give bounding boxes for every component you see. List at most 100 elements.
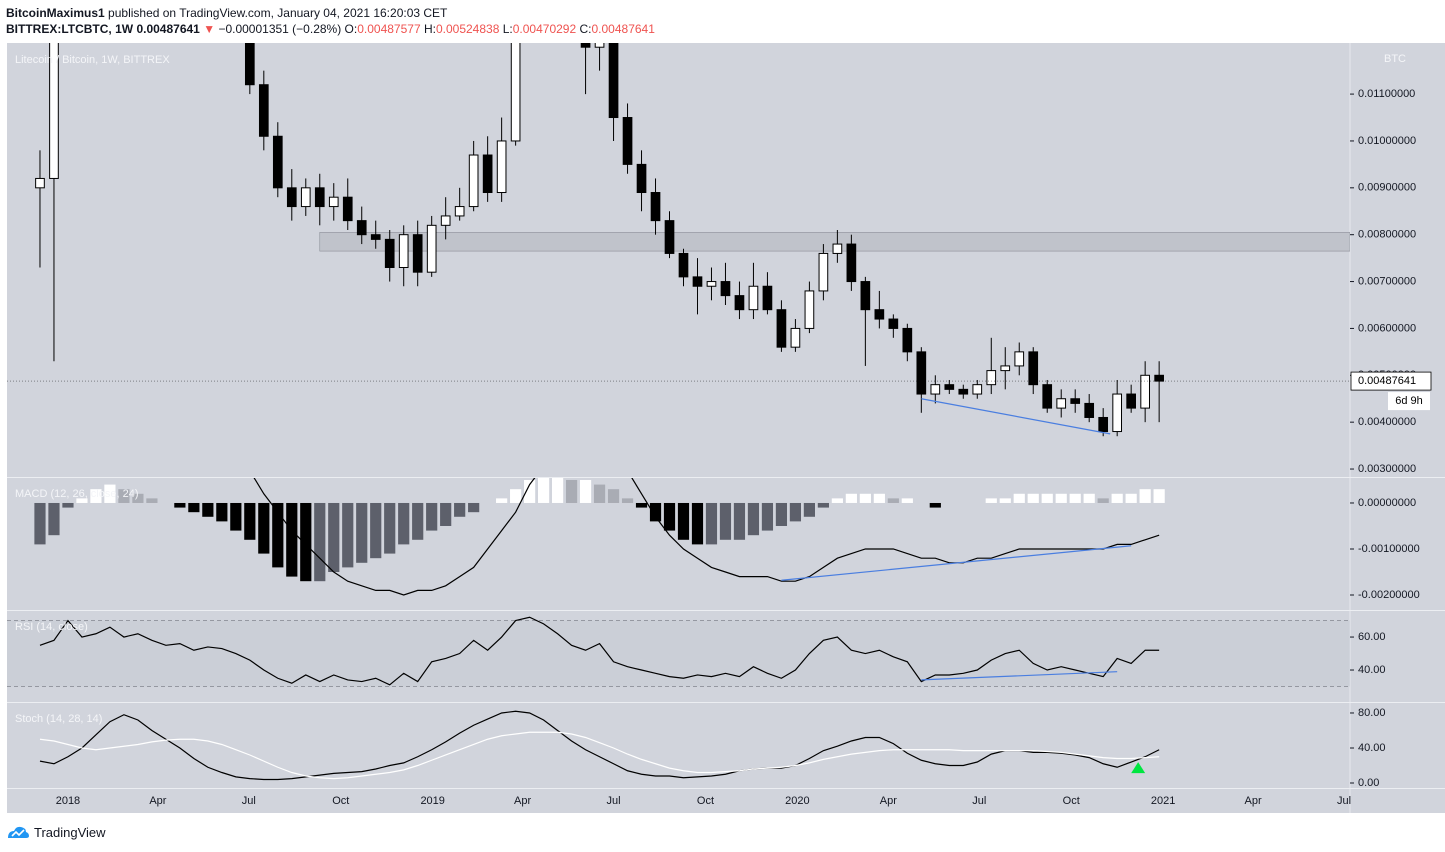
signal-marker (1131, 762, 1146, 774)
candle-body (328, 196, 339, 208)
footer: TradingView (6, 824, 106, 840)
histogram-bar (202, 502, 214, 517)
c-label: C: (579, 22, 592, 36)
macd-line (253, 478, 1160, 596)
histogram-bar (775, 502, 788, 526)
candle-body (342, 196, 353, 222)
x-tick-label: Apr (149, 795, 166, 807)
histogram-bar (705, 502, 718, 545)
histogram-bar (691, 502, 704, 545)
candle-body (692, 276, 703, 287)
header: BitcoinMaximus1 published on TradingView… (6, 5, 655, 37)
candle-body (580, 43, 591, 48)
candle-body (650, 192, 661, 222)
histogram-bar (132, 493, 144, 503)
y-tick-label: 80.00 (1358, 707, 1386, 719)
author: BitcoinMaximus1 (6, 6, 105, 20)
y-tick-label: 0.01100000 (1358, 88, 1415, 100)
pane (7, 43, 1350, 437)
c-value: 0.00487641 (591, 22, 655, 36)
candle-body (496, 140, 507, 194)
candle-body (272, 135, 283, 189)
x-tick-label: Oct (697, 795, 714, 807)
countdown: 6d 9h (1395, 395, 1423, 407)
candle-body (706, 281, 717, 287)
brand: TradingView (34, 824, 106, 840)
y-tick-label: 0.00400000 (1358, 416, 1416, 428)
h-label: H: (423, 22, 436, 36)
histogram-bar (188, 502, 200, 513)
histogram-bar (1111, 493, 1123, 503)
x-tick-label: Apr (1245, 795, 1262, 807)
histogram-bar (1069, 493, 1081, 503)
candle-body (636, 163, 647, 194)
candle-body (300, 187, 311, 208)
candle-body (972, 384, 983, 395)
histogram-bar (817, 502, 829, 508)
x-tick-label: Jul (972, 795, 986, 807)
histogram-bar (1125, 493, 1137, 503)
candle-body (776, 309, 787, 348)
stoch-line (39, 710, 1160, 781)
pane (39, 710, 1160, 781)
histogram-bar (845, 493, 857, 503)
candle-body (594, 43, 605, 48)
histogram-bar (384, 502, 396, 554)
candle-body (1056, 398, 1067, 409)
candle-body (1028, 351, 1039, 386)
candle-body (244, 43, 255, 86)
histogram-bar (524, 479, 536, 503)
last-price-label: 0.00487641 (1358, 375, 1416, 387)
histogram-bar (663, 502, 676, 531)
candle-body (258, 84, 269, 137)
candle-body (860, 281, 871, 311)
histogram-bar (887, 498, 899, 503)
histogram-bar (873, 493, 885, 503)
candle-body (426, 224, 437, 273)
histogram-bar (426, 502, 438, 531)
histogram-bar (999, 498, 1011, 503)
y-tick-label: -0.00100000 (1358, 543, 1420, 555)
y-tick-label: 0.00 (1358, 777, 1379, 789)
chart-background (7, 43, 1445, 813)
histogram-bar (1055, 493, 1067, 503)
publish-line: BitcoinMaximus1 published on TradingView… (6, 5, 655, 21)
candle-body (412, 234, 423, 273)
x-tick-label: Apr (880, 795, 897, 807)
candle-body (1070, 398, 1081, 404)
candle-body (370, 234, 381, 240)
candle-body (1084, 402, 1095, 418)
y-tick-label: 0.00300000 (1358, 463, 1416, 475)
histogram-bar (1027, 493, 1039, 503)
candle-body (986, 370, 997, 386)
histogram-bar (314, 502, 326, 582)
candle-body (1112, 393, 1123, 433)
histogram-bar (398, 502, 410, 545)
trendline (921, 671, 1118, 681)
change: −0.00001351 (−0.28%) (218, 22, 342, 36)
candle-body (398, 234, 409, 268)
candle-body (440, 215, 451, 226)
histogram-bar (1139, 489, 1151, 503)
histogram-bar (677, 502, 690, 540)
histogram-bar (454, 502, 466, 517)
histogram-bar (300, 502, 312, 582)
candle-body (286, 187, 297, 208)
histogram-bar (565, 479, 578, 503)
candle-body (720, 281, 731, 297)
candle-body (608, 43, 619, 119)
histogram-bar (104, 484, 116, 503)
histogram-bar (831, 498, 843, 503)
histogram-bar (985, 498, 997, 503)
x-tick-label: Oct (332, 795, 349, 807)
histogram-bar (1013, 493, 1025, 503)
x-tick-label: 2019 (420, 795, 444, 807)
candle-body (454, 206, 465, 217)
candle-body (762, 285, 773, 311)
pane-title: Stoch (14, 28, 14) (15, 713, 102, 725)
candle-body (35, 177, 45, 189)
candle-body (468, 154, 479, 208)
l-label: L: (502, 22, 513, 36)
candle-body (622, 117, 633, 165)
